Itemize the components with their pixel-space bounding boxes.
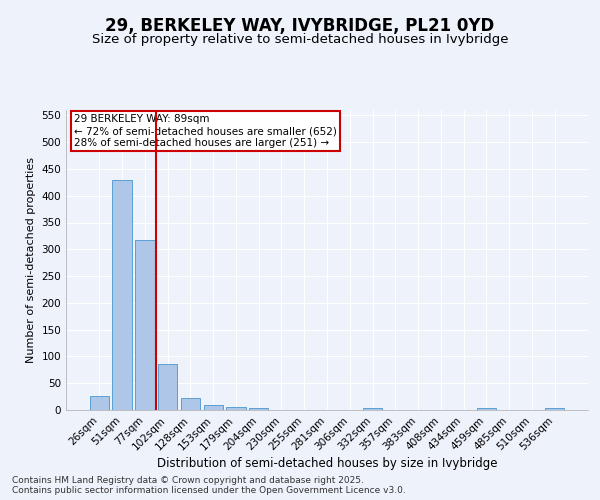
Bar (226, 408, 245, 410)
Text: 29 BERKELEY WAY: 89sqm
← 72% of semi-detached houses are smaller (652)
28% of se: 29 BERKELEY WAY: 89sqm ← 72% of semi-det… (74, 114, 337, 148)
Bar (181, 398, 200, 410)
Bar (476, 408, 496, 410)
Bar (158, 364, 178, 410)
Bar (203, 404, 223, 410)
Text: Contains HM Land Registry data © Crown copyright and database right 2025.
Contai: Contains HM Land Registry data © Crown c… (12, 476, 406, 495)
Text: Size of property relative to semi-detached houses in Ivybridge: Size of property relative to semi-detach… (92, 32, 508, 46)
Bar (112, 180, 132, 410)
Bar (363, 408, 382, 410)
Bar (545, 408, 564, 410)
X-axis label: Distribution of semi-detached houses by size in Ivybridge: Distribution of semi-detached houses by … (157, 458, 497, 470)
Bar (135, 240, 155, 410)
Y-axis label: Number of semi-detached properties: Number of semi-detached properties (26, 157, 36, 363)
Text: 29, BERKELEY WAY, IVYBRIDGE, PL21 0YD: 29, BERKELEY WAY, IVYBRIDGE, PL21 0YD (106, 18, 494, 36)
Bar (249, 408, 268, 410)
Bar (90, 396, 109, 410)
